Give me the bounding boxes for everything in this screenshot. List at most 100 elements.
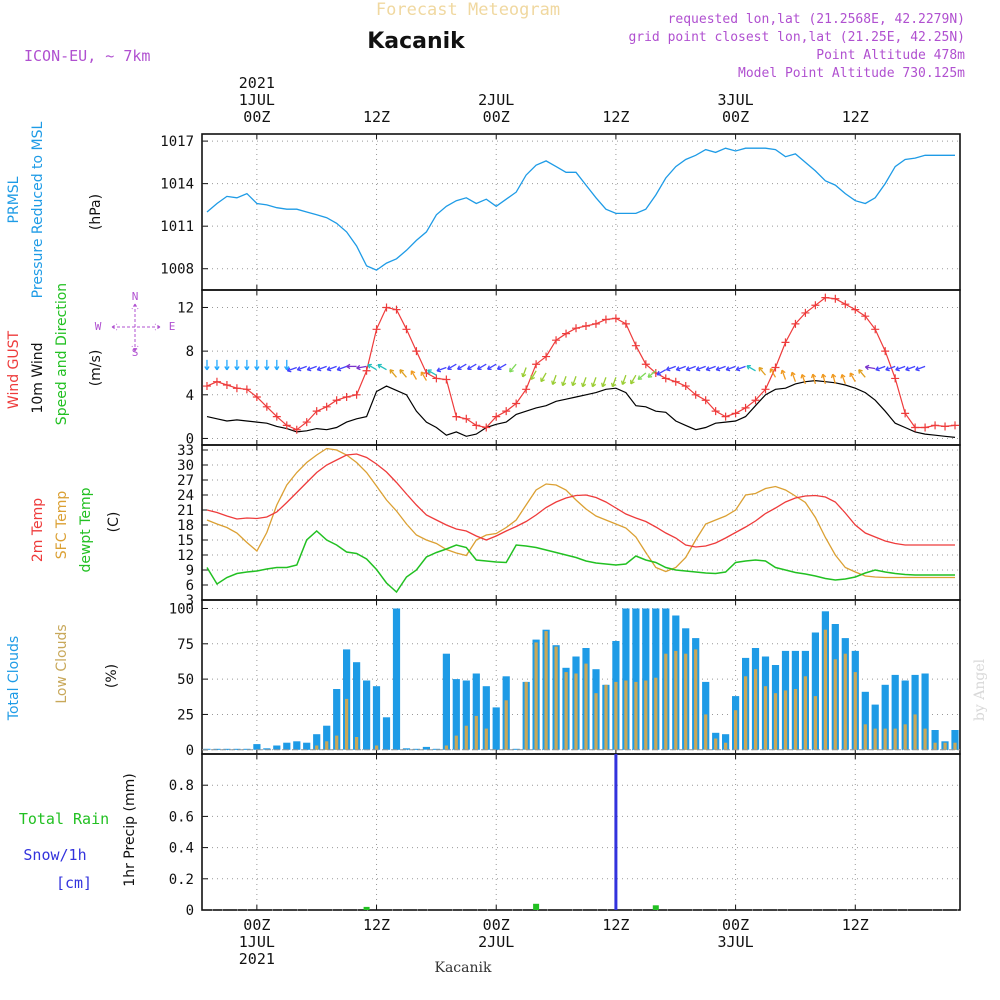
y-tick-label: 25 (177, 707, 194, 723)
bottom-tick-label: 00Z (483, 916, 510, 934)
wind-arrow-head (399, 369, 404, 374)
wind-arrow (377, 364, 387, 371)
total-cloud-bar (722, 734, 730, 750)
total-cloud-bar (642, 608, 650, 750)
y-label: Wind GUST (6, 330, 22, 409)
point-altitude: Point Altitude 478m (816, 48, 965, 63)
low-cloud-bar (704, 714, 708, 750)
wind-arrow-head (530, 375, 535, 380)
total-cloud-bar (263, 748, 271, 750)
wind-arrow-head (561, 381, 567, 387)
y-tick-label: 50 (177, 672, 194, 688)
total-cloud-bar (622, 608, 630, 750)
wind-arrow (781, 369, 787, 380)
total-cloud-bar (632, 608, 640, 750)
low-cloud-bar (604, 684, 608, 750)
wind-arrow-head (665, 366, 671, 372)
low-cloud-bar (744, 676, 748, 750)
gust-point (721, 412, 730, 421)
gust-point (901, 409, 910, 418)
low-cloud-bar (763, 686, 768, 750)
total-cloud-bar (452, 679, 460, 750)
compass-s: S (132, 346, 139, 359)
low-cloud-bar (584, 663, 588, 750)
wind-arrow (905, 365, 916, 371)
y-tick-label: 4 (186, 388, 194, 404)
total-cloud-bar (273, 745, 281, 750)
total-cloud-bar (462, 680, 470, 750)
total-cloud-bar (382, 717, 391, 750)
gust-point (741, 403, 750, 412)
total-cloud-bar (253, 744, 261, 750)
wind-arrow (571, 376, 577, 386)
total-cloud-bar (482, 686, 490, 750)
wind-arrow (509, 363, 517, 373)
gust-point (811, 301, 820, 310)
y-tick-label: 0.8 (169, 778, 194, 794)
wind-arrow-head (591, 382, 597, 388)
y-tick-label: 0.2 (169, 872, 194, 888)
gust-point (611, 314, 620, 323)
low-cloud-bar (335, 735, 339, 750)
wind-arrow-head (820, 373, 827, 379)
y-tick-label: 15 (177, 533, 194, 549)
wind-arrow (865, 366, 876, 370)
y-tick-label: 12 (177, 300, 194, 316)
gust-point (781, 338, 790, 347)
wind-arrow-head (496, 365, 502, 371)
low-cloud-bar (504, 700, 508, 750)
low-cloud-bar (454, 735, 458, 750)
low-cloud-bar (843, 653, 847, 750)
wind-arrow-head (758, 366, 764, 372)
low-cloud-bar (913, 714, 917, 750)
bottom-tick-label: 12Z (842, 916, 869, 934)
gust-point (512, 399, 521, 408)
gust-point (891, 374, 900, 383)
low-cloud-bar (813, 696, 817, 750)
y-tick-label: 1011 (160, 219, 194, 235)
low-cloud-bar (594, 693, 598, 750)
wind-arrow (696, 365, 706, 371)
gust-point (552, 336, 561, 345)
gust-point (601, 315, 610, 324)
total-cloud-bar (472, 673, 480, 750)
low-cloud-bar (803, 676, 807, 750)
wind-arrow (601, 377, 607, 387)
wind-arrow-head (746, 364, 751, 370)
y-label: (%) (104, 664, 120, 688)
wind-arrow (676, 365, 686, 371)
low-cloud-bar (853, 672, 857, 750)
wind-arrow (915, 365, 926, 371)
total-cloud-bar (293, 741, 301, 750)
wind-arrow (656, 369, 667, 376)
wind-arrow-head (780, 369, 786, 375)
wind-arrow (841, 374, 846, 385)
gust-point (951, 421, 960, 430)
gust-point (262, 402, 271, 411)
clouds-panel: 0 25 50 75 100 Total Clouds Low Clouds (%) (6, 599, 961, 759)
wind-arrow (367, 364, 377, 371)
rain-bar (533, 903, 540, 910)
gust-point (911, 423, 920, 432)
wind-arrow-head (420, 371, 426, 376)
wind-arrow (447, 363, 457, 370)
total-cloud-bar (891, 674, 899, 750)
gust-point (701, 396, 710, 405)
wind-arrow (637, 372, 647, 380)
bottom-tick-label: 00Z (243, 916, 270, 934)
wind-arrow (436, 366, 447, 372)
gust-line (206, 296, 956, 431)
pressure-panel: 1008 1011 1014 1017 PRMSL Pressure Reduced to… (6, 121, 961, 298)
y-label: Low Clouds (54, 624, 70, 703)
y-label: dewpt Temp (78, 487, 94, 572)
wind-arrow-head (830, 373, 837, 379)
gust-point (462, 414, 471, 423)
grid-point-coords: grid point closest lon,lat (21.25E, 42.2… (628, 30, 965, 45)
top-tick-label: 1JUL (239, 91, 275, 109)
wind-arrow (427, 369, 437, 376)
wind-arrow-head (685, 366, 691, 372)
gust-point (322, 402, 331, 411)
wind-arrow-head (214, 366, 220, 371)
wind-arrow-head (410, 370, 416, 375)
